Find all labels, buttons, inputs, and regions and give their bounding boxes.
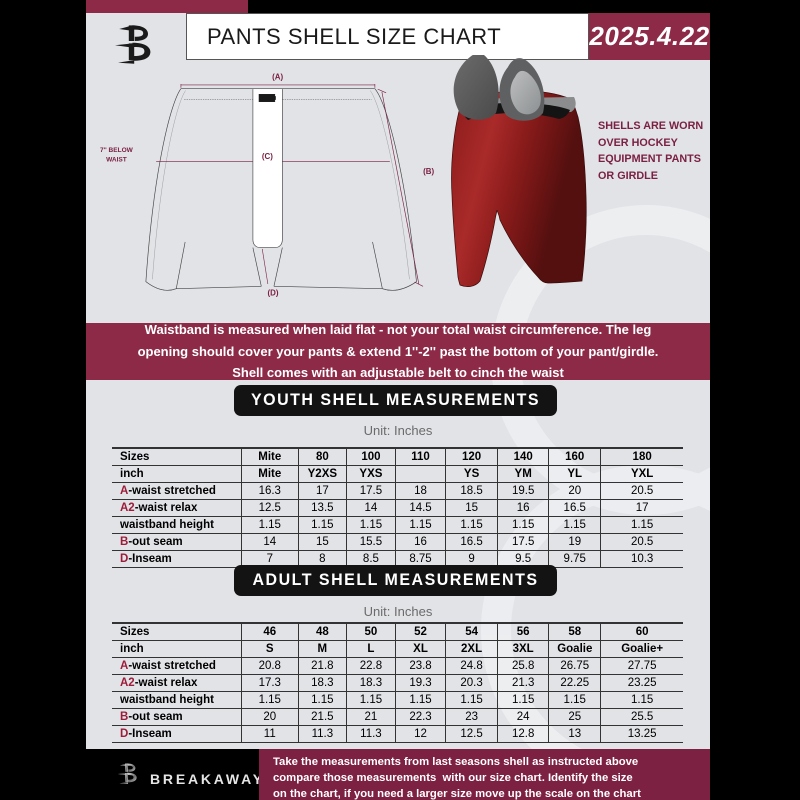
svg-text:WAIST: WAIST (106, 157, 127, 164)
svg-text:7'' BELOW: 7'' BELOW (100, 147, 134, 154)
svg-text:(D): (D) (267, 289, 278, 298)
svg-text:(A): (A) (272, 72, 283, 81)
svg-text:(C): (C) (262, 152, 273, 161)
svg-text:(B): (B) (423, 167, 434, 176)
